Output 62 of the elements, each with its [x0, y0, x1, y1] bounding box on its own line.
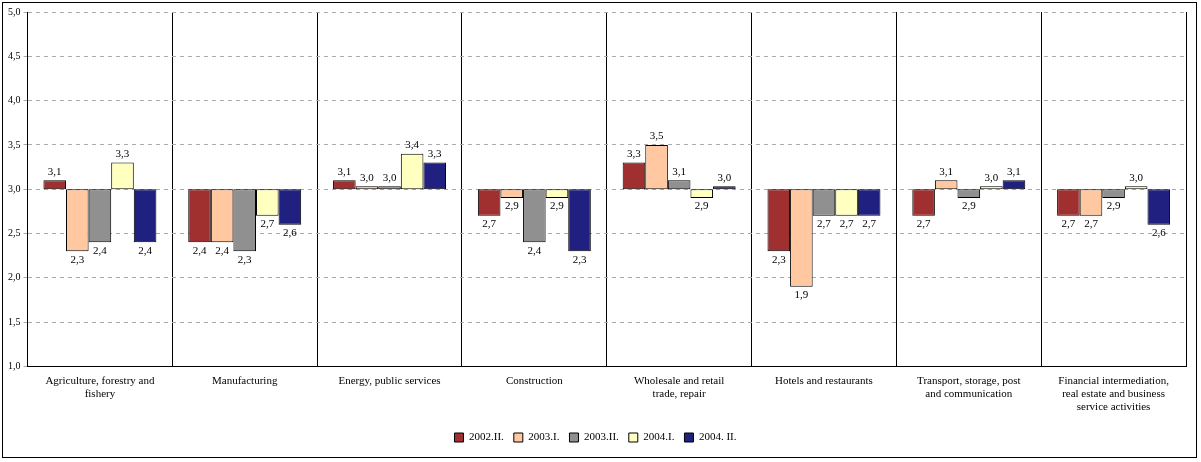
x-tick-label: Hotels and restaurants: [775, 373, 873, 386]
x-tick-label: Construction: [505, 373, 564, 386]
data-label: 2,7: [817, 217, 832, 230]
y-tick-label: 5,0: [8, 5, 21, 17]
x-tick-label: Financial intermediation, real estate and business service activities: [1058, 373, 1170, 413]
data-label: 2,7: [839, 217, 854, 230]
data-label: 1,9: [794, 288, 809, 301]
y-tick-label: 3,5: [8, 138, 21, 150]
data-label: 2,7: [1061, 217, 1076, 230]
y-tick-label: 3,0: [8, 182, 21, 194]
data-label: 3,1: [939, 164, 954, 177]
data-label: 3,3: [115, 147, 130, 160]
x-tick-label: Agriculture, forestry and fishery: [45, 373, 155, 400]
data-label: 3,0: [360, 170, 375, 183]
data-label: 3,0: [1129, 170, 1144, 183]
x-tick-label: Transport, storage, post and communication: [917, 373, 1021, 400]
data-label: 2,3: [572, 252, 587, 265]
x-tick-label: Manufacturing: [212, 373, 278, 386]
y-tick-label: 4,5: [8, 49, 21, 61]
y-tick-label: 2,0: [8, 271, 21, 283]
data-label: 2,9: [550, 199, 565, 212]
legend-label: 2004. II.: [698, 430, 737, 443]
data-label: 3,1: [47, 164, 62, 177]
data-label: 2,4: [138, 243, 153, 256]
y-tick-label: 2,5: [8, 227, 21, 239]
data-label: 3,4: [405, 138, 420, 151]
data-label: 2,7: [482, 217, 497, 230]
data-label: 2,9: [504, 199, 520, 212]
data-label: 3,0: [717, 170, 732, 183]
data-label: 2,6: [1151, 226, 1167, 239]
data-label: 2,6: [283, 226, 298, 239]
data-label: 2,7: [862, 217, 877, 230]
data-label: 2,7: [916, 217, 931, 230]
data-label: 2,4: [192, 243, 207, 256]
data-label: 2,3: [237, 252, 253, 265]
legend-label: 2004.I.: [643, 430, 675, 443]
data-label: 2,4: [527, 243, 542, 256]
data-label: 2,4: [93, 243, 108, 256]
data-label: 2,4: [215, 243, 230, 256]
legend-label: 2003.I.: [528, 430, 560, 443]
data-label: 2,3: [70, 252, 85, 265]
data-label: 2,9: [1106, 199, 1121, 212]
data-label: 3,0: [382, 170, 397, 183]
x-tick-label: Energy, public services: [338, 373, 441, 386]
data-label: 2,9: [694, 199, 710, 212]
data-label: 3,5: [649, 129, 664, 142]
data-label: 3,0: [984, 170, 999, 183]
data-label: 3,1: [337, 164, 352, 177]
data-label: 3,1: [672, 164, 687, 177]
legend-label: 2002.II.: [468, 430, 505, 443]
data-label: 2,7: [1084, 217, 1099, 230]
data-label: 2,3: [771, 252, 787, 265]
y-tick-label: 1,0: [8, 360, 21, 372]
data-label: 3,1: [1007, 164, 1021, 177]
data-label: 2,9: [961, 199, 977, 212]
legend-label: 2003.II.: [583, 430, 620, 443]
data-label: 3,3: [427, 147, 443, 160]
data-label: 3,3: [627, 147, 642, 160]
x-tick-label: Wholesale and retail trade, repair: [633, 373, 725, 400]
y-tick-label: 1,5: [8, 315, 21, 327]
data-label: 2,7: [260, 217, 275, 230]
y-tick-label: 4,0: [8, 94, 21, 106]
